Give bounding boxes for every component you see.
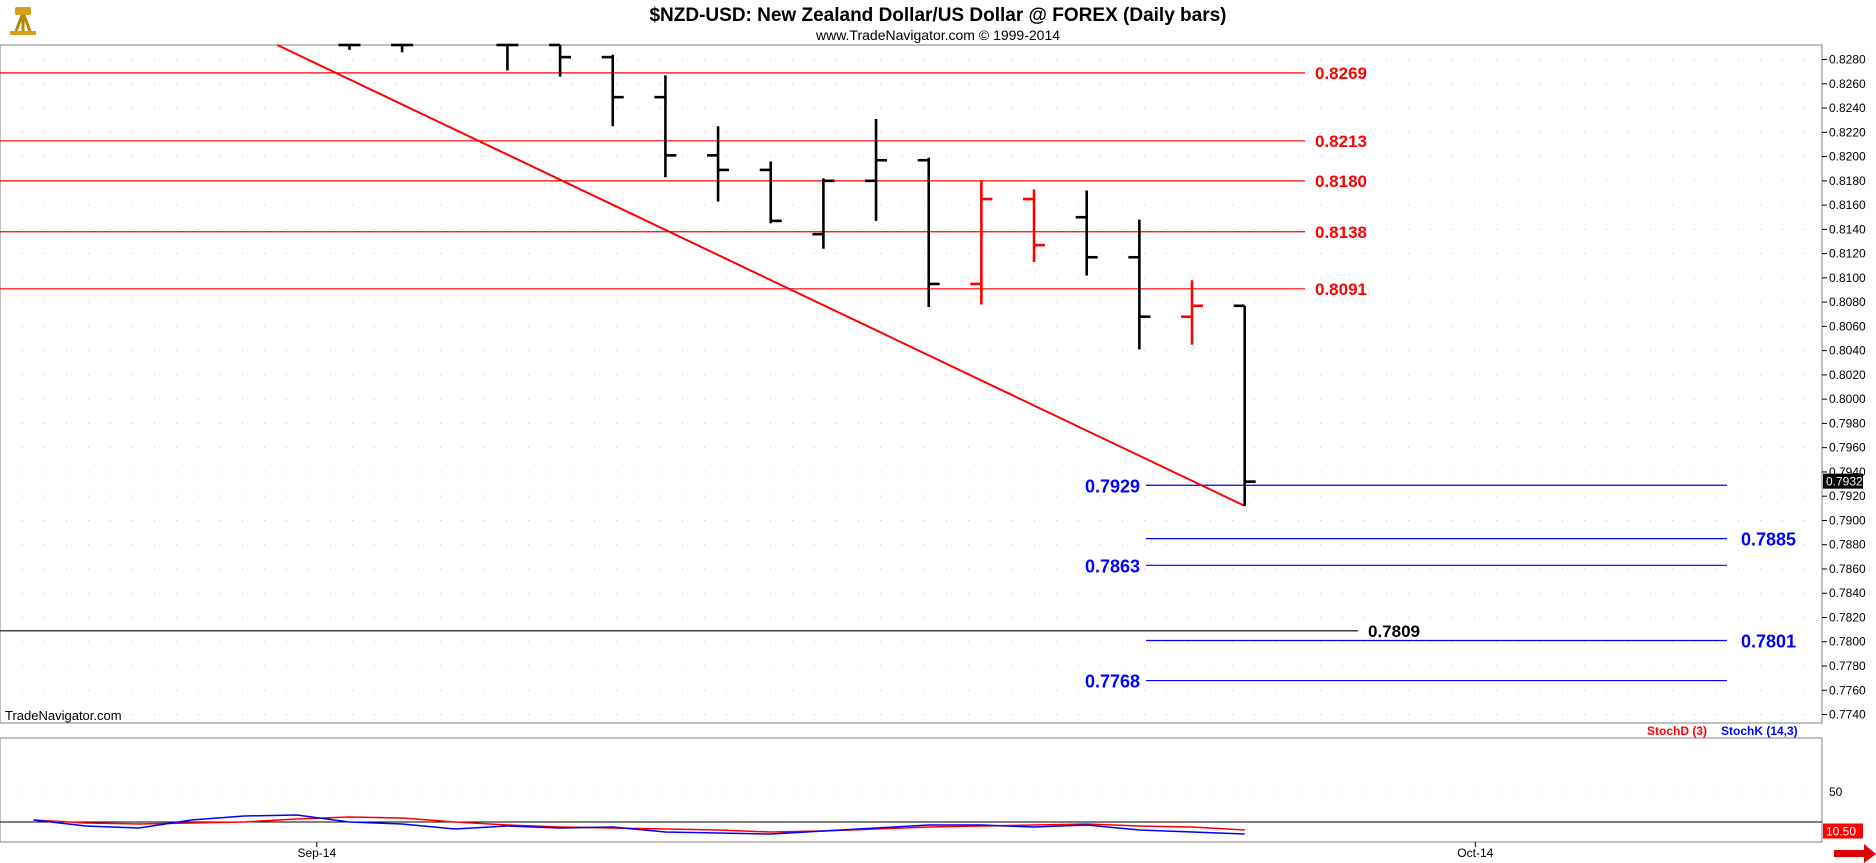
scroll-right-arrow-icon[interactable] (1834, 844, 1876, 863)
price-axis-label: 0.8120 (1829, 247, 1866, 261)
resistance-label: 0.8213 (1315, 132, 1367, 151)
support-label: 0.7863 (1085, 556, 1140, 576)
price-axis-label: 0.8280 (1829, 53, 1866, 67)
x-axis-label: Sep-14 (297, 846, 336, 860)
price-pane-frame (0, 44, 1823, 724)
price-axis-label: 0.7900 (1829, 513, 1866, 527)
stoch-legend: StochD (3) StochK (14,3) (1647, 724, 1798, 738)
ohlc-bar (707, 126, 730, 202)
stoch-pane-frame (0, 737, 1823, 843)
support-label: 0.7801 (1741, 632, 1796, 652)
ohlc-bar (654, 75, 677, 178)
resistance-label: 0.8138 (1315, 223, 1367, 242)
stoch-series-line (33, 816, 1245, 833)
x-axis-label: Oct-14 (1457, 846, 1493, 860)
stoch-last-value: 10.50 (1826, 825, 1856, 839)
resistance-label: 0.8091 (1315, 280, 1367, 299)
price-axis-label: 0.8040 (1829, 344, 1866, 358)
ohlc-bar (1075, 190, 1098, 276)
ohlc-bar (391, 43, 414, 53)
price-grid (0, 59, 1822, 716)
price-axis-label: 0.8260 (1829, 77, 1866, 91)
stoch-grid (0, 791, 1822, 823)
ohlc-bar (1023, 189, 1046, 263)
support-label: 0.7929 (1085, 476, 1140, 496)
trendline-group (276, 44, 1246, 507)
stochd-legend: StochD (3) (1647, 724, 1707, 738)
price-axis-label: 0.8140 (1829, 222, 1866, 236)
ohlc-bar (759, 161, 782, 224)
support-label: 0.7885 (1741, 530, 1796, 550)
stoch-lines (33, 814, 1245, 835)
price-axis-label: 0.8080 (1829, 295, 1866, 309)
price-axis-label: 0.8000 (1829, 392, 1866, 406)
ohlc-bar (970, 180, 993, 305)
watermark: TradeNavigator.com (5, 708, 122, 723)
price-axis-label: 0.7740 (1829, 708, 1866, 722)
price-axis-label: 0.7780 (1829, 659, 1866, 673)
price-axis-label: 0.7840 (1829, 586, 1866, 600)
stochk-legend: StochK (14,3) (1721, 724, 1798, 738)
last-price-flag (1823, 473, 1863, 489)
last-price-value: 0.7932 (1826, 475, 1863, 489)
stoch-axis-label: 50 (1829, 785, 1843, 799)
price-axis-label: 0.7820 (1829, 610, 1866, 624)
price-axis-label: 0.8220 (1829, 125, 1866, 139)
ohlc-bar (812, 178, 835, 249)
x-axis: Sep-14 Oct-14 (297, 842, 1494, 860)
level-lines: 0.8269 0.8213 0.8180 0.8138 0.8091 0.7929 0.78… (0, 64, 1796, 692)
price-axis-label: 0.8180 (1829, 174, 1866, 188)
price-axis-label: 0.8020 (1829, 368, 1866, 382)
price-axis-label: 0.7860 (1829, 562, 1866, 576)
price-axis-label: 0.8060 (1829, 319, 1866, 333)
price-axis-label: 0.8160 (1829, 198, 1866, 212)
support-label: 0.7768 (1085, 672, 1140, 692)
ohlc-bar (1233, 304, 1256, 506)
ohlc-bar (865, 118, 888, 221)
ohlc-bar (338, 43, 361, 50)
resistance-label: 0.8269 (1315, 64, 1367, 83)
price-axis-label: 0.8240 (1829, 101, 1866, 115)
stoch-axis: 50 10.50 (1823, 785, 1863, 839)
price-axis-label: 0.8100 (1829, 271, 1866, 285)
last-price-group: 0.7932 (1823, 473, 1863, 489)
black-level-label: 0.7809 (1368, 622, 1420, 641)
price-axis-label: 0.7880 (1829, 538, 1866, 552)
ohlc-bar (917, 157, 940, 307)
ohlc-bar (1181, 280, 1204, 345)
chart-subtitle: www.TradeNavigator.com © 1999-2014 (815, 27, 1060, 43)
compass-tripod-icon (4, 3, 42, 37)
resistance-label: 0.8180 (1315, 172, 1367, 191)
price-axis-label: 0.7960 (1829, 441, 1866, 455)
ohlc-bar (549, 43, 572, 77)
ohlc-bar (601, 54, 624, 127)
ohlc-bar (1128, 219, 1151, 350)
trendline (276, 44, 1246, 507)
price-axis-label: 0.7920 (1829, 489, 1866, 503)
chart-title: $NZD-USD: New Zealand Dollar/US Dollar @… (649, 5, 1226, 26)
price-axis-label: 0.7980 (1829, 416, 1866, 430)
price-axis-label: 0.7800 (1829, 635, 1866, 649)
stoch-series-line (33, 814, 1245, 835)
ohlc-bar (496, 43, 519, 71)
price-axis-label: 0.8200 (1829, 150, 1866, 164)
price-axis-label: 0.7760 (1829, 683, 1866, 697)
price-axis: 0.7740 0.7760 0.7780 0.7800 0.7820 0.7840 0.78… (1822, 53, 1866, 722)
stoch-last-flag (1823, 823, 1863, 839)
price-bars (338, 43, 1256, 506)
